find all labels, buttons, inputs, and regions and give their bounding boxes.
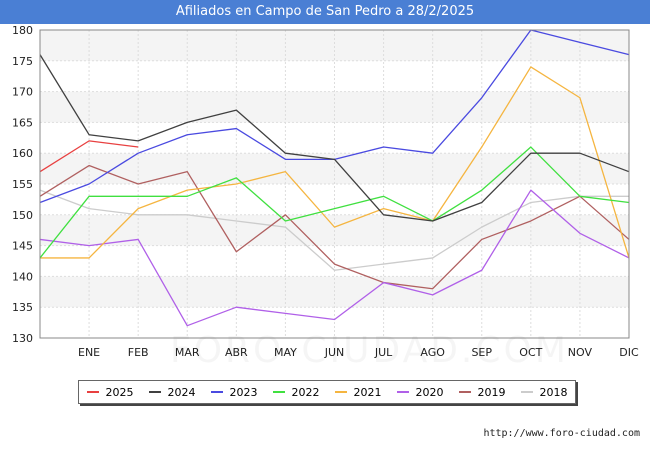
y-tick-label: 150 xyxy=(12,209,33,222)
legend-item-2019: 2019 xyxy=(458,385,506,399)
y-tick-label: 170 xyxy=(12,86,33,99)
legend-swatch xyxy=(210,391,223,393)
axis-frame xyxy=(39,29,630,339)
series-line-2024 xyxy=(39,54,630,222)
x-tick-label: ABR xyxy=(225,346,248,359)
legend-swatch xyxy=(86,391,99,393)
series-line-2021 xyxy=(40,66,630,259)
x-tick-label: MAR xyxy=(175,346,200,359)
legend-item-2025: 2025 xyxy=(86,385,134,399)
y-tick-label: 145 xyxy=(12,240,33,253)
series-layer xyxy=(39,29,630,327)
legend: 2025 2024 2023 2022 2021 2020 2019 2018 xyxy=(78,380,576,404)
legend-swatch xyxy=(520,391,533,393)
source-link[interactable]: http://www.foro-ciudad.com xyxy=(483,428,640,439)
legend-swatch xyxy=(458,391,471,393)
y-tick-label: 135 xyxy=(12,301,33,314)
series-line-2020 xyxy=(39,189,630,327)
legend-label: 2019 xyxy=(477,385,506,399)
legend-swatch xyxy=(334,391,347,393)
y-tick-label: 130 xyxy=(12,332,33,345)
x-tick-label: AGO xyxy=(420,346,445,359)
y-tick-label: 180 xyxy=(12,24,33,37)
legend-item-2024: 2024 xyxy=(148,385,196,399)
series-line-2019 xyxy=(39,164,630,290)
legend-item-2022: 2022 xyxy=(272,385,320,399)
legend-label: 2025 xyxy=(105,385,134,399)
chart-title: Afiliados en Campo de San Pedro a 28/2/2… xyxy=(0,0,650,24)
legend-item-2021: 2021 xyxy=(334,385,382,399)
series-line-2022 xyxy=(39,146,630,259)
legend-label: 2023 xyxy=(229,385,258,399)
plot-frame xyxy=(39,29,630,339)
series-line-2018 xyxy=(39,189,629,271)
x-tick-label: ENE xyxy=(78,346,100,359)
watermark: FORO-CIUDAD.COM xyxy=(170,330,569,371)
x-tick-label: FEB xyxy=(128,346,149,359)
y-tick-label: 175 xyxy=(12,55,33,68)
y-tick-label: 160 xyxy=(12,147,33,160)
x-tick-label: DIC xyxy=(619,346,639,359)
y-axis-ticks: 130 135 140 145 150 155 160 165 170 175 180 xyxy=(12,24,33,345)
x-tick-label: JUL xyxy=(374,346,393,359)
legend-label: 2024 xyxy=(167,385,196,399)
y-tick-label: 165 xyxy=(12,116,33,129)
x-tick-label: JUN xyxy=(324,346,345,359)
legend-item-2023: 2023 xyxy=(210,385,258,399)
x-axis-ticks: ENE FEB MAR ABR MAY JUN JUL AGO SEP OCT NOV DIC xyxy=(78,346,639,359)
series-line-2025 xyxy=(39,140,139,173)
x-tick-label: SEP xyxy=(471,346,492,359)
legend-item-2018: 2018 xyxy=(520,385,568,399)
x-tick-label: OCT xyxy=(519,346,542,359)
y-tick-label: 140 xyxy=(12,270,33,283)
x-tick-label: MAY xyxy=(274,346,297,359)
x-tick-label: NOV xyxy=(568,346,593,359)
legend-swatch xyxy=(272,391,285,393)
legend-item-2020: 2020 xyxy=(396,385,444,399)
legend-swatch xyxy=(396,391,409,393)
legend-swatch xyxy=(148,391,161,393)
y-tick-label: 155 xyxy=(12,178,33,191)
legend-label: 2020 xyxy=(415,385,444,399)
legend-label: 2018 xyxy=(539,385,568,399)
legend-label: 2021 xyxy=(353,385,382,399)
legend-label: 2022 xyxy=(291,385,320,399)
